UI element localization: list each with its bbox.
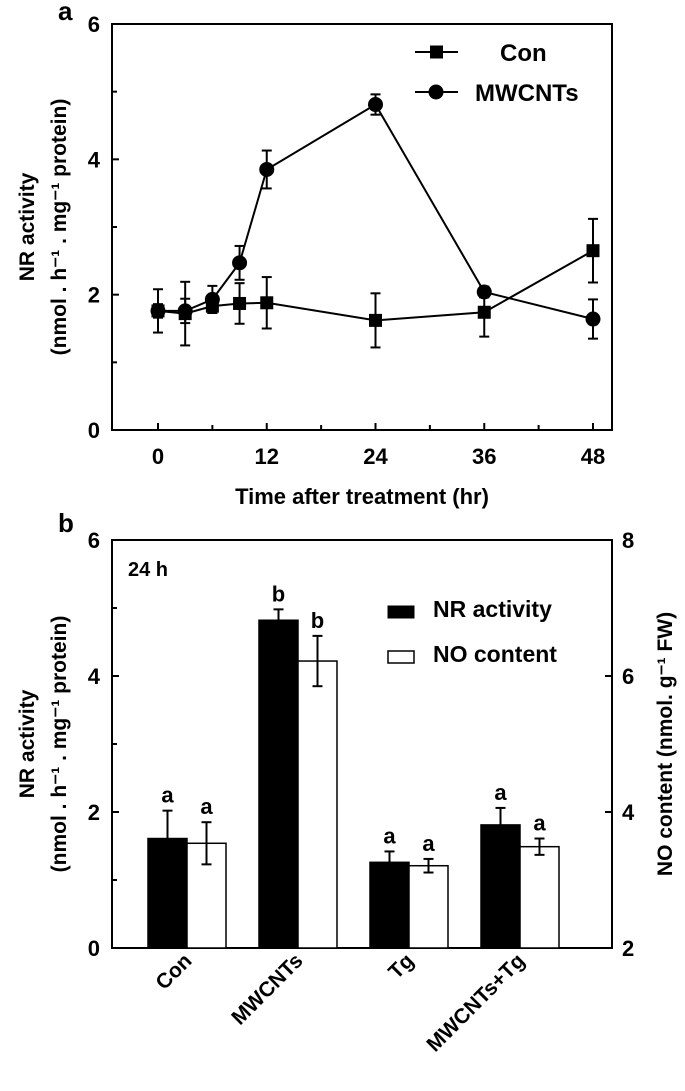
x-tick-label: Tg: [384, 949, 418, 983]
panel-b-y2label: NO content (nmol. g⁻¹ FW): [654, 612, 677, 876]
significance-letter: a: [200, 794, 213, 819]
y-tick-label: 6: [88, 12, 100, 37]
significance-letter: a: [383, 823, 396, 848]
mwcnts-point: [232, 255, 248, 271]
mwcnts-point: [368, 97, 383, 113]
con-point: [233, 296, 247, 310]
significance-letter: a: [161, 783, 174, 808]
significance-letter: b: [272, 581, 285, 606]
y2-tick-label: 2: [622, 936, 634, 961]
legend-label-nr-activity: NR activity: [433, 596, 552, 622]
panel-b-ylabel-1: NR activity: [16, 689, 39, 798]
mwcnts-point: [476, 284, 492, 300]
x-tick-label: 12: [255, 444, 279, 469]
legend-swatch-no-content: [387, 650, 415, 664]
y-tick-label: 0: [88, 418, 100, 443]
nr-activity-bar: [480, 824, 521, 949]
con-point: [369, 313, 382, 327]
no-content-bar: [408, 864, 449, 949]
panel-a-ylabel-2: (nmol . h⁻¹ . mg⁻¹ protein): [48, 99, 71, 356]
mwcnts-point: [259, 161, 275, 177]
panel-a-label: a: [58, 0, 73, 26]
y-tick-label: 2: [88, 283, 100, 308]
x-tick-label: Con: [151, 949, 196, 994]
nr-activity-bar: [258, 619, 299, 949]
y2-tick-label: 4: [622, 800, 635, 825]
mwcnts-point: [150, 303, 166, 319]
legend-marker-mwcnts: [428, 84, 444, 100]
con-point: [586, 244, 600, 258]
nr-activity-bar: [147, 837, 188, 949]
x-tick-label: 48: [581, 444, 605, 469]
panel-a-xlabel: Time after treatment (hr): [235, 484, 489, 509]
con-point: [477, 305, 491, 319]
panel-a-ylabel-1: NR activity: [16, 172, 39, 281]
significance-letter: b: [311, 608, 324, 633]
mwcnts-point: [585, 311, 601, 327]
y-tick-label: 0: [88, 936, 100, 961]
nr-activity-bar: [369, 861, 410, 949]
no-content-bar: [519, 845, 560, 949]
significance-letter: a: [533, 811, 546, 836]
x-tick-label: MWCNTs: [227, 949, 307, 1029]
legend-label-mwcnts: MWCNTs: [475, 80, 579, 107]
panel-b-ylabel-2: (nmol . h⁻¹ . mg⁻¹ protein): [48, 616, 71, 873]
y2-tick-label: 6: [622, 664, 634, 689]
significance-letter: a: [494, 780, 507, 805]
y2-tick-label: 8: [622, 528, 634, 553]
y-tick-label: 4: [88, 664, 101, 689]
x-tick-label: 24: [363, 444, 388, 469]
panel-b-plot: 0 2 4 6 2 4 6 8 a a Con b b MWCNTs a a Tg a a MWCNTs+Tg NR a…: [88, 528, 635, 1056]
x-tick-label: MWCNTs+Tg: [422, 949, 529, 1056]
con-point: [260, 296, 274, 310]
panel-b-label: b: [58, 508, 74, 538]
y-tick-label: 6: [88, 528, 100, 553]
panel-b-annotation: 24 h: [128, 559, 168, 581]
y-tick-label: 4: [88, 147, 101, 172]
legend-label-no-content: NO content: [433, 641, 557, 667]
mwcnts-point: [177, 303, 193, 319]
legend-label-con: Con: [500, 40, 547, 67]
x-tick-label: 0: [152, 444, 164, 469]
x-tick-label: 36: [472, 444, 496, 469]
legend-marker-con: [430, 45, 443, 59]
legend-swatch-nr-activity: [387, 605, 415, 619]
mwcnts-point: [204, 291, 220, 307]
significance-letter: a: [422, 831, 435, 856]
no-content-bar: [297, 660, 338, 949]
y-tick-label: 2: [88, 800, 100, 825]
